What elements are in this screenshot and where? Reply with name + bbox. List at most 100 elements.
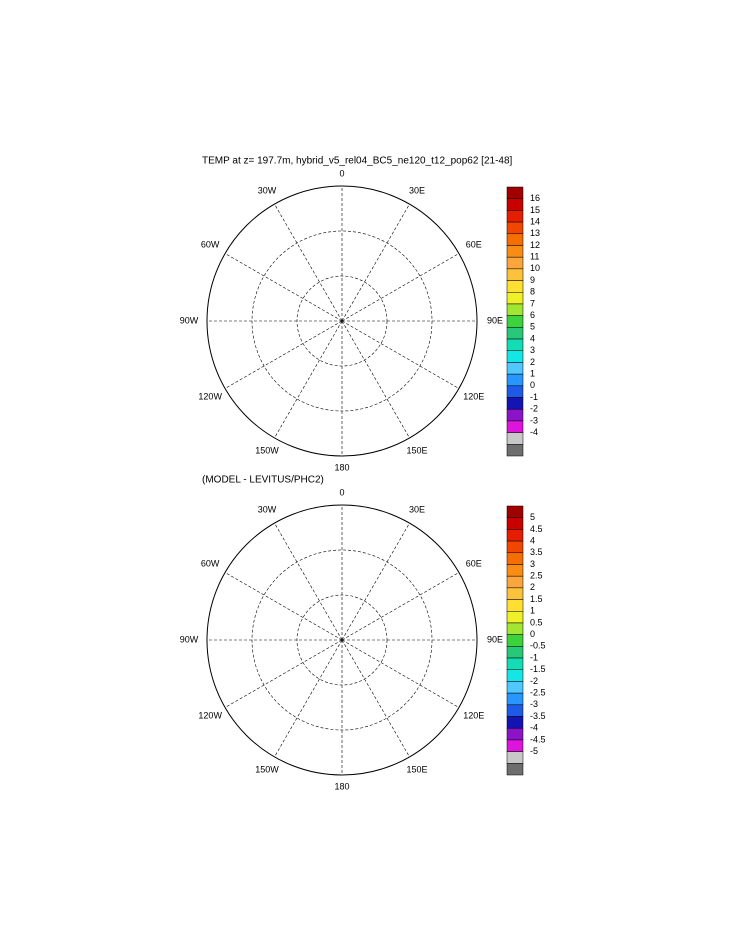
colorbar-label: -0.5 [530,641,546,651]
colorbar-box [506,587,524,600]
colorbar-label: 0 [530,380,535,390]
colorbar-label: 4 [530,535,535,545]
lon-label: 90W [180,315,199,325]
colorbar-box [506,529,524,542]
lon-label: 90W [180,634,199,644]
colorbar-label: -4 [530,427,538,437]
ocean-field [264,259,422,391]
colorbar-box [506,256,524,270]
ocean-field [402,181,482,381]
lon-label: 180 [334,462,349,472]
colorbar-box [506,716,524,729]
colorbar-box [506,338,524,351]
colorbar-label: 0.5 [530,617,543,627]
colorbar-box [506,681,524,694]
colorbar-label: 11 [530,252,539,262]
colorbar-box [506,350,524,363]
colorbar-box [506,198,524,211]
colorbar-label: 7 [530,298,535,308]
colorbar-box [506,280,524,293]
lon-label: 0 [339,168,344,178]
colorbar-label: 4.5 [530,524,543,534]
colorbar-label: 1 [530,606,535,616]
lon-label: 30W [258,504,277,514]
colorbar-label: -5 [530,746,538,756]
lon-label: 0 [339,487,344,497]
colorbar-box [506,397,524,410]
colorbar-box [506,564,524,577]
colorbar-box [506,692,524,706]
meridian [224,253,343,322]
colorbar-label: -2 [530,676,538,686]
lon-label: 120W [198,391,222,401]
colorbar-label: 12 [530,240,540,250]
meridian [274,639,343,758]
colorbar-label: -4.5 [530,734,546,744]
lon-label: 60W [201,558,220,568]
map-title: (MODEL - LEVITUS/PHC2) [202,475,324,486]
colorbar-box [506,517,524,530]
colorbar-box [506,221,524,235]
meridian [341,572,460,641]
colorbar-label: 2 [530,357,535,367]
colorbar-label: 14 [530,216,540,226]
colorbar-box [506,727,524,741]
continent [268,262,419,388]
colorbar-label: 6 [530,310,535,320]
colorbar-box [506,599,524,612]
colorbar-box [506,540,524,554]
lon-label: 60E [466,558,482,568]
colorbar-label: 5 [530,512,535,522]
colorbar-label: 16 [530,193,540,203]
colorbar-box [506,669,524,682]
colorbar-box [506,505,524,518]
meridian [341,320,460,389]
colorbar-box [506,646,524,659]
colorbar-label: -2.5 [530,688,546,698]
colorbar-box [506,552,524,565]
colorbar-label: 5 [530,322,535,332]
meridian [224,572,343,641]
meridian [341,639,460,708]
colorbar-label: 1 [530,369,535,379]
colorbar-label: -1 [530,392,538,402]
colorbar-box [506,420,524,433]
colorbar-label: 1.5 [530,594,543,604]
colorbar-label: -1 [530,652,538,662]
map-border [206,185,478,457]
meridian [341,253,460,322]
colorbar-label: -3 [530,415,538,425]
lon-label: 30E [409,185,425,195]
colorbar-box [506,362,524,375]
colorbar-box [506,444,524,457]
ocean-field [202,291,342,461]
colorbar-label: 0 [530,629,535,639]
meridian [274,320,343,439]
colorbar-box [506,303,524,316]
colorbar-box [506,763,524,776]
colorbar-label: -3.5 [530,711,546,721]
meridian [274,203,343,322]
colorbar-label: 4 [530,333,535,343]
lon-label: 90E [487,315,503,325]
colorbar-box [506,575,524,589]
colorbar-box [506,315,524,328]
colorbar-label: -4 [530,723,538,733]
colorbar-box [506,385,524,398]
colorbar-box [506,408,524,422]
colorbar-label: 2 [530,582,535,592]
lon-label: 120W [198,710,222,720]
colorbar-box [506,704,524,717]
meridian [341,320,410,439]
colorbar-label: 15 [530,205,540,215]
ocean-field [281,220,365,266]
colorbar-label: 9 [530,275,535,285]
colorbar-box [506,233,524,246]
colorbar-box [506,327,524,340]
lon-label: 90E [487,634,503,644]
colorbar-box [506,186,524,199]
meridian [341,522,410,641]
lon-label: 180 [334,781,349,791]
lon-label: 60E [466,239,482,249]
colorbar-label: -2 [530,404,538,414]
